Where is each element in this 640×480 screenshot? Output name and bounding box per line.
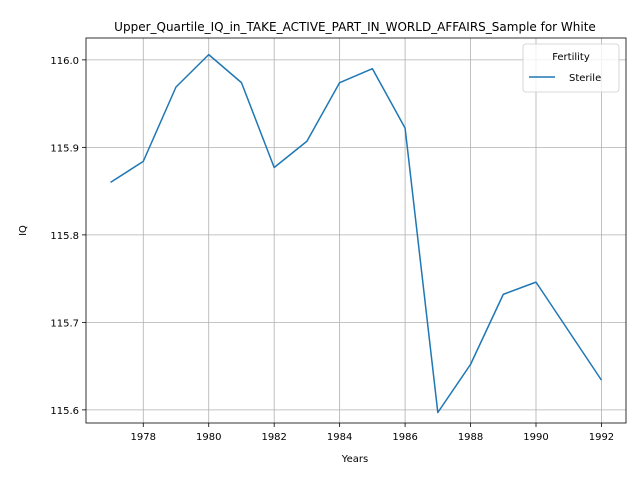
y-tick-label: 116.0	[50, 56, 79, 67]
x-tick-label: 1988	[458, 432, 483, 443]
x-tick-label: 1986	[392, 432, 417, 443]
legend-entry-label: Sterile	[569, 73, 601, 84]
legend-title: Fertility	[552, 52, 590, 63]
y-tick-label: 115.8	[50, 231, 79, 242]
x-axis-ticks: 1978 1980 1982 1984 1986 1988 1990 1992	[131, 423, 614, 443]
legend-box	[522, 43, 620, 93]
x-tick-label: 1978	[131, 432, 156, 443]
x-tick-label: 1992	[589, 432, 614, 443]
y-tick-label: 115.9	[50, 143, 79, 154]
x-tick-label: 1984	[327, 432, 352, 443]
plot-frame	[85, 37, 627, 424]
y-axis-ticks: 115.6 115.7 115.8 115.9 116.0	[50, 56, 86, 417]
x-tick-label: 1990	[523, 432, 548, 443]
x-tick-label: 1980	[196, 432, 221, 443]
series-layer	[110, 53, 603, 414]
x-axis-label: Years	[341, 454, 368, 465]
y-tick-label: 115.7	[50, 318, 79, 329]
y-tick-label: 115.6	[50, 406, 79, 417]
x-tick-label: 1982	[261, 432, 286, 443]
series-line-sterile	[110, 53, 603, 414]
y-axis-label: IQ	[18, 225, 29, 236]
chart-title: Upper_Quartile_IQ_in_TAKE_ACTIVE_PART_IN…	[114, 20, 596, 34]
legend: Fertility Sterile	[522, 43, 620, 93]
grid-lines	[86, 38, 626, 423]
